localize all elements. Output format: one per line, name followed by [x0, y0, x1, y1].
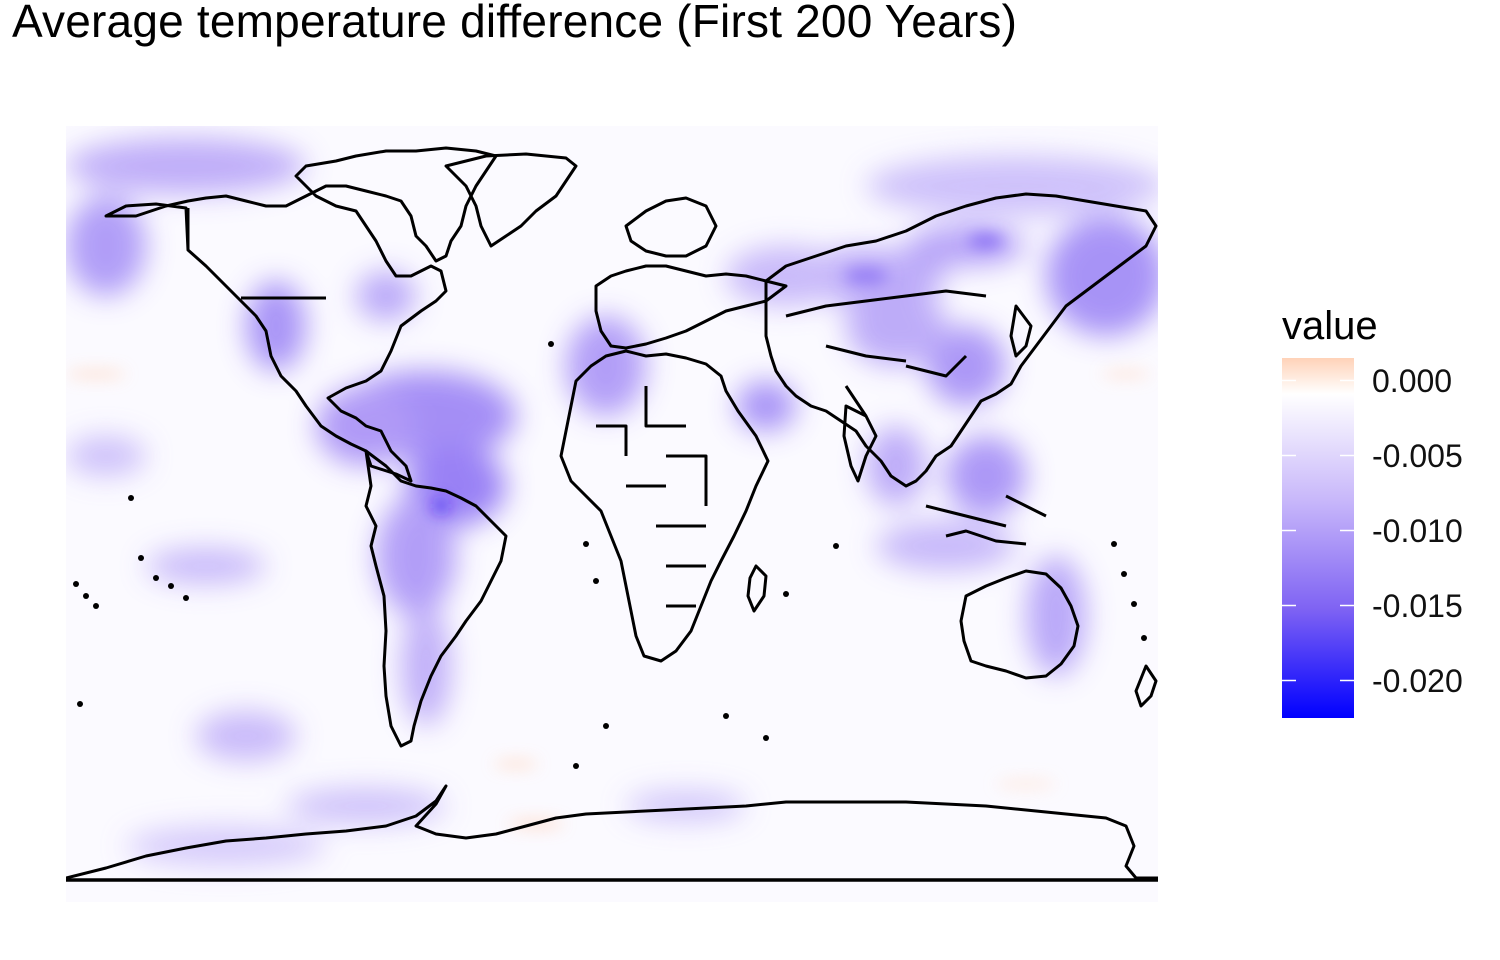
legend-tick-label: -0.005 — [1372, 437, 1463, 474]
legend-title: value — [1282, 304, 1378, 348]
legend-tick-label: -0.015 — [1372, 587, 1463, 624]
temperature-field — [66, 126, 1158, 902]
legend-tick-label: -0.020 — [1372, 662, 1463, 699]
island-markers — [73, 341, 1147, 769]
map-svg — [66, 126, 1158, 902]
chart-title: Average temperature difference (First 20… — [12, 0, 1018, 47]
legend-tick-label: -0.010 — [1372, 512, 1463, 549]
legend-tick-label: 0.000 — [1372, 362, 1453, 399]
color-legend: value 0.000 -0.005 -0.010 -0.015 -0.020 — [1282, 300, 1492, 740]
legend-colorbar — [1282, 358, 1354, 718]
coastlines — [66, 146, 1158, 882]
world-map — [66, 126, 1158, 902]
